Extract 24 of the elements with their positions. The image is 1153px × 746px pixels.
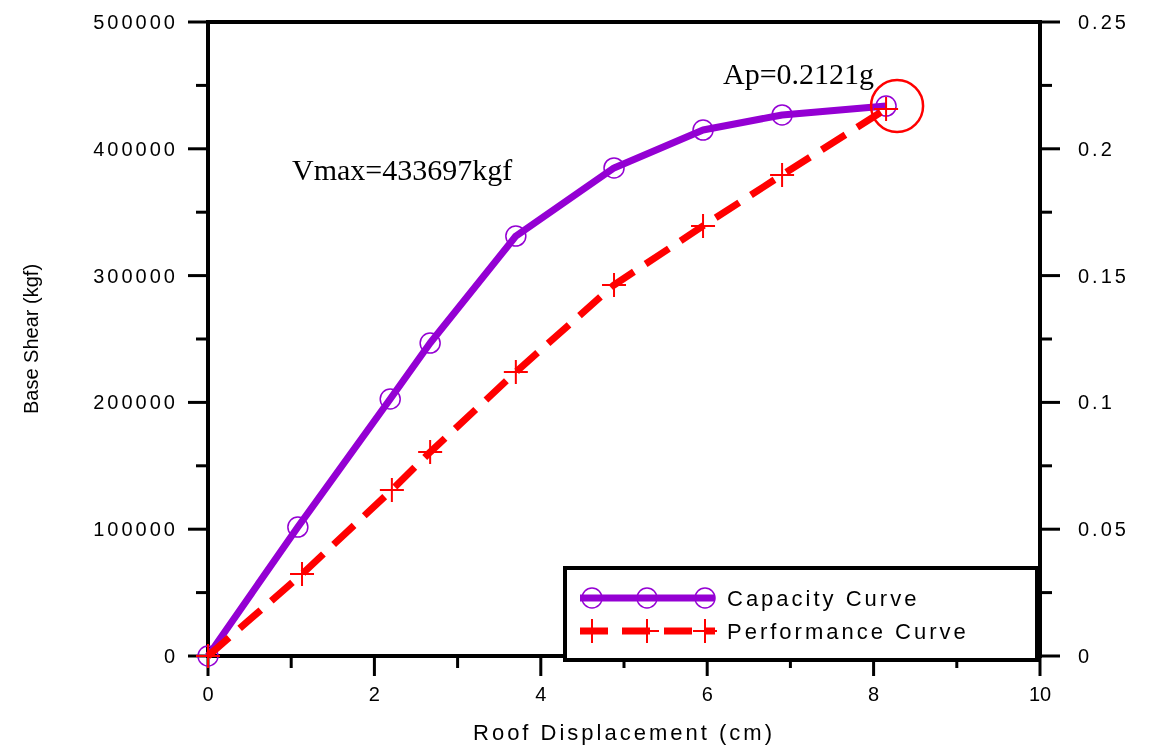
y2-tick-label: 0 bbox=[1078, 645, 1093, 667]
annotation: Ap=0.2121g bbox=[722, 57, 875, 91]
legend-label: Performance Curve bbox=[727, 619, 969, 644]
y2-tick-label: 0.25 bbox=[1078, 11, 1129, 33]
x-axis-title: Roof Displacement (cm) bbox=[473, 720, 775, 745]
x-tick-label: 10 bbox=[1028, 683, 1052, 705]
y-axis-title: Base Shear (kgf) bbox=[20, 263, 42, 415]
x-tick-label: 4 bbox=[535, 683, 547, 705]
x-tick-label: 0 bbox=[202, 683, 214, 705]
y-tick-label: 400000 bbox=[93, 137, 178, 160]
legend-label: Capacity Curve bbox=[727, 586, 920, 611]
x-tick-label: 8 bbox=[868, 683, 880, 705]
x-tick-label: 2 bbox=[368, 683, 380, 705]
y2-tick-label: 0.05 bbox=[1078, 518, 1129, 541]
y-tick-label: 100000 bbox=[93, 518, 178, 541]
y-tick-label: 200000 bbox=[93, 391, 178, 414]
y2-tick-label: 0.2 bbox=[1078, 137, 1115, 160]
annotation: Vmax=433697kgf bbox=[292, 153, 513, 186]
y-tick-label: 500000 bbox=[93, 11, 178, 33]
y2-tick-label: 0.1 bbox=[1078, 391, 1115, 414]
y-tick-label: 0 bbox=[163, 645, 178, 667]
y2-tick-label: 0.15 bbox=[1078, 264, 1129, 287]
x-tick-label: 6 bbox=[701, 683, 713, 705]
y-tick-label: 300000 bbox=[93, 264, 178, 287]
